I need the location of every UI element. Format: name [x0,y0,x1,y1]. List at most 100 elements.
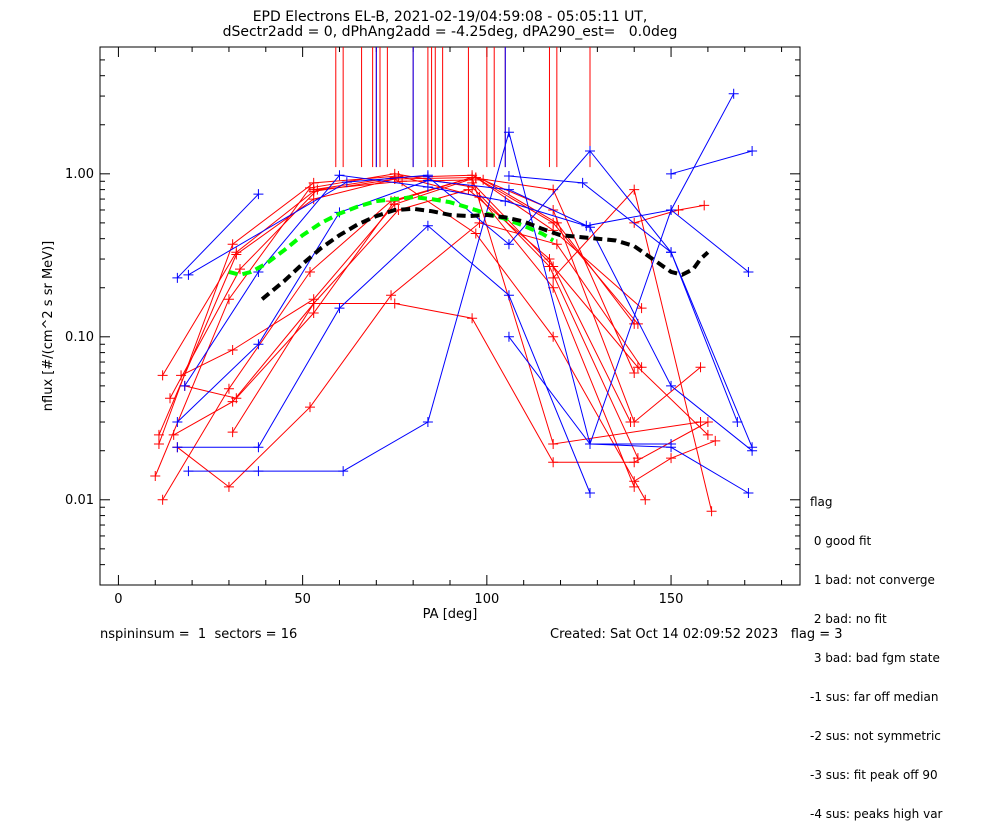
x-axis-label: PA [deg] [423,607,478,622]
series-line-red [158,178,646,501]
data-point-blue [581,220,592,231]
data-point-red [467,313,478,324]
data-point-red [470,228,481,239]
chart-title-line1: EPD Electrons EL-B, 2021-02-19/04:59:08 … [252,9,648,25]
series-line-red [471,182,709,436]
series-line-red [184,176,701,445]
data-point-blue [422,182,433,193]
series-line-blue [177,193,259,279]
series-line-red [232,303,709,463]
series-line-blue [508,175,738,423]
fit-curve-black [260,206,710,301]
data-point-red [165,393,175,404]
data-point-red [227,344,238,355]
data-point-blue [503,331,514,342]
data-point-blue [253,442,264,453]
legend-item-high-var: -4 sus: peaks high var [810,807,943,821]
series-line-blue [188,93,735,472]
data-point-red [308,307,319,318]
data-point-blue [666,380,677,391]
legend: flag 0 good fit 1 bad: not converge 2 ba… [810,470,942,834]
data-point-blue [183,466,194,477]
legend-item-not-converge: 1 bad: not converge [810,573,935,587]
data-point-blue [585,488,595,499]
data-point-red [467,177,478,188]
data-point-red [231,249,242,260]
legend-item-bad-fgm: 3 bad: bad fgm state [810,651,940,665]
series-line-blue [508,336,672,445]
data-point-red [153,429,164,440]
data-point-red [157,494,168,505]
data-point-red [548,272,559,283]
legend-item-far-off-median: -1 sus: far off median [810,690,939,704]
series-line-red [552,188,713,512]
data-point-blue [172,442,183,453]
series-line-red [173,189,631,436]
data-point-red [548,457,559,468]
data-point-red [231,393,242,404]
data-point-blue [732,417,743,428]
data-point-red [629,184,640,195]
data-point-red [548,438,559,449]
data-point-blue [503,170,514,181]
data-point-blue [666,442,677,453]
data-point-blue [422,171,433,182]
data-point-blue [585,438,595,449]
chart-title-line2: dSectr2add = 0, dPhAng2add = -4.25deg, d… [222,24,678,40]
x-tick-label: 150 [659,592,684,607]
data-point-red [223,481,234,492]
data-point-red [227,239,238,250]
data-point-blue [747,442,758,453]
y-tick-label: 1.00 [65,167,94,182]
data-point-blue [500,196,511,207]
data-point-blue [172,417,183,428]
series-line-blue [670,150,753,175]
data-point-red [235,264,245,275]
data-point-blue [503,290,514,301]
data-point-red [695,362,706,373]
footer-left: nspininsum = 1 sectors = 16 [100,627,298,642]
data-point-red [548,331,559,342]
series-line-red [313,174,701,423]
series-line-blue [184,174,749,387]
legend-title: flag [810,495,833,509]
series-line-red [162,176,635,501]
legend-item-no-fit: 2 bad: no fit [810,612,887,626]
data-point-red [666,453,677,464]
data-point-blue [666,204,677,215]
data-point-blue [334,303,345,314]
data-point-blue [503,127,514,138]
data-point-red [168,429,179,440]
data-point-red [386,290,397,301]
data-point-red [157,370,168,381]
series-line-red [162,176,642,376]
data-point-red [176,370,187,381]
data-point-red [463,184,474,195]
data-point-red [305,402,315,413]
x-tick-label: 50 [294,592,311,607]
y-axis-label: nflux [#/(cm^2 s sr MeV)] [41,241,56,411]
data-point-blue [253,189,264,200]
data-point-blue [422,220,433,231]
data-point-red [548,261,559,272]
data-point-blue [585,146,595,157]
chart-plot: 0 50 100 150 0.01 0.10 1.00 PA [deg] nflux [#/(c… [41,46,801,622]
series-line-blue [589,443,749,494]
data-point-red [223,294,234,305]
data-point-red [702,429,713,440]
data-point-red [308,298,319,309]
data-point-red [308,184,319,195]
data-point-blue [253,466,264,477]
data-point-blue [728,88,739,99]
legend-item-not-symmetric: -2 sus: not symmetric [810,729,941,743]
x-tick-label: 0 [114,592,122,607]
series-line-blue [177,179,753,452]
data-point-blue [172,272,183,283]
data-point-blue [179,380,190,391]
data-point-red [150,470,161,481]
data-point-red [706,506,717,517]
data-point-blue [253,339,264,350]
data-point-red [710,435,721,446]
x-tick-label: 100 [474,592,499,607]
data-point-blue [743,266,754,277]
